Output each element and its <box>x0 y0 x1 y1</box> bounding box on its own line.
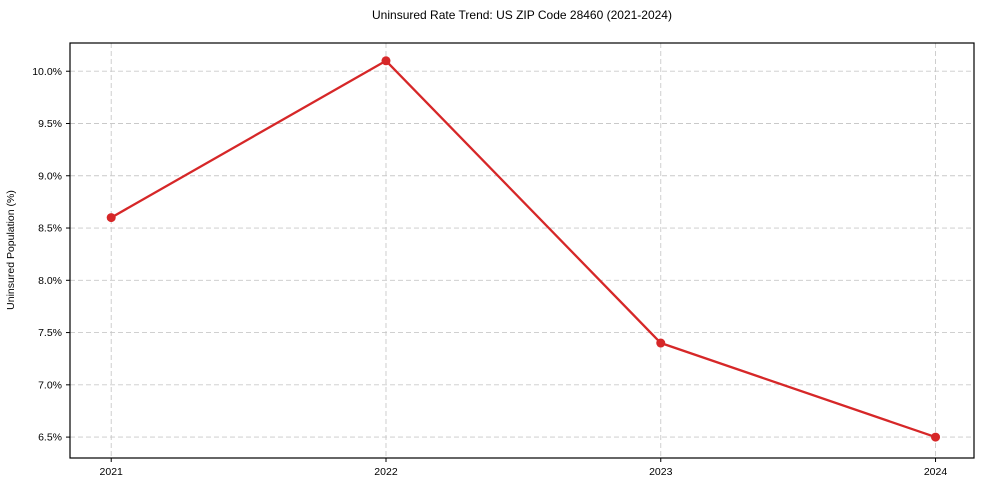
data-point-marker <box>106 213 116 223</box>
axis-ticks <box>66 70 937 462</box>
x-tick-label: 2024 <box>924 466 948 478</box>
x-tick-label: 2023 <box>649 466 673 478</box>
x-tick-label: 2021 <box>100 466 124 478</box>
y-tick-label: 6.5% <box>38 432 62 444</box>
y-tick-label: 10.0% <box>32 66 62 78</box>
trend-line <box>110 59 937 439</box>
y-tick-label: 9.5% <box>38 118 62 130</box>
data-point-marker <box>381 56 391 66</box>
y-tick-label: 7.0% <box>38 379 62 391</box>
data-series <box>106 56 941 442</box>
y-tick-label: 9.0% <box>38 170 62 182</box>
y-tick-label: 8.5% <box>38 223 62 235</box>
grid-lines <box>70 43 974 458</box>
y-tick-label: 7.5% <box>38 327 62 339</box>
y-tick-label: 8.0% <box>38 275 62 287</box>
data-point-marker <box>931 432 941 442</box>
data-point-marker <box>656 338 666 348</box>
x-tick-label: 2022 <box>374 466 398 478</box>
y-axis-label: Uninsured Population (%) <box>5 190 17 310</box>
tick-labels: 6.5% 7.0% 7.5% 8.0% 8.5% 9.0% 9.5% 10.0% 2021 202… <box>32 66 947 478</box>
chart-title: Uninsured Rate Trend: US ZIP Code 28460 … <box>372 8 672 22</box>
plot-border <box>69 42 975 459</box>
